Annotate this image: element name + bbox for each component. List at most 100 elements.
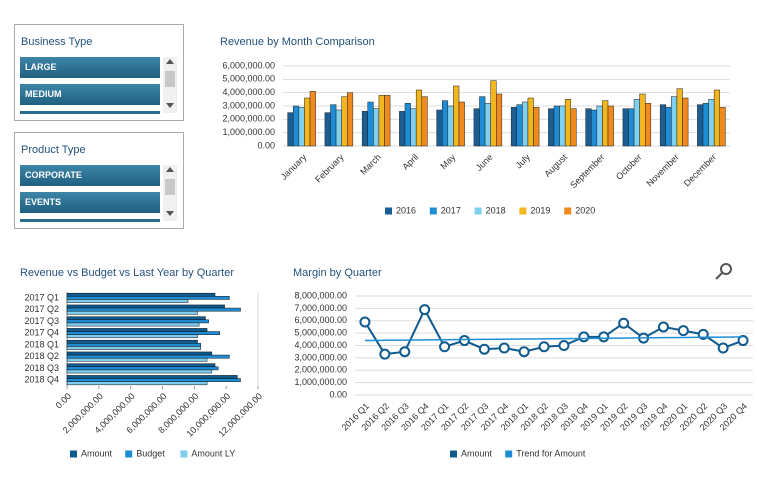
data-point — [419, 304, 431, 316]
bar — [66, 310, 198, 315]
bar — [66, 339, 198, 344]
scrollbar-thumb[interactable] — [165, 71, 175, 87]
data-point — [399, 346, 411, 358]
legend-label: 2016 — [396, 205, 416, 215]
bar — [415, 89, 423, 147]
bar — [292, 105, 300, 147]
x-tick-label: November — [645, 152, 681, 188]
legend-swatch — [70, 450, 77, 458]
bar — [473, 108, 480, 147]
x-tick-label: May — [438, 152, 457, 171]
slicer-item[interactable] — [20, 192, 160, 213]
y-tick-label: 4,000,000.00 — [222, 87, 275, 97]
x-tick-label: June — [474, 152, 495, 173]
slicer-item[interactable] — [20, 84, 160, 105]
bar — [66, 331, 221, 335]
data-point — [618, 317, 630, 329]
bar — [682, 97, 689, 147]
bar — [447, 105, 454, 147]
bar — [622, 108, 629, 147]
bar — [66, 381, 208, 386]
bar — [341, 96, 348, 147]
data-point — [498, 342, 510, 354]
data-point — [379, 348, 391, 360]
y-tick-label: 5,000,000.00 — [222, 74, 275, 84]
bar — [66, 304, 225, 309]
bar — [66, 319, 209, 324]
y-tick-label: 2,000,000.00 — [222, 114, 275, 124]
slicer-title: Product Type — [21, 144, 86, 156]
slicer-item-label: CORPORATE — [25, 170, 82, 180]
scroll-up[interactable] — [166, 167, 174, 172]
slicer-item-label: LARGE — [25, 62, 57, 72]
bar — [421, 96, 428, 147]
bar — [324, 112, 331, 147]
bar — [676, 88, 683, 147]
slicer-item[interactable] — [20, 165, 160, 186]
legend-label: Amount — [461, 448, 493, 458]
bar — [490, 80, 497, 147]
bar — [66, 296, 230, 300]
y-tick-label: 0.00 — [257, 140, 275, 150]
x-tick-label: April — [400, 152, 420, 172]
bar — [298, 107, 305, 147]
legend-swatch — [450, 450, 457, 458]
bar — [708, 99, 715, 147]
data-point — [657, 321, 669, 333]
scroll-up[interactable] — [166, 59, 174, 64]
x-tick-label: January — [279, 152, 309, 182]
bar — [659, 104, 666, 147]
y-tick-label: 7,000,000.00 — [294, 303, 347, 313]
bar — [66, 354, 230, 359]
legend-label: 2019 — [530, 205, 550, 215]
bar — [66, 369, 213, 374]
x-tick-label: July — [514, 152, 533, 171]
bar — [702, 103, 709, 147]
bar — [373, 108, 380, 147]
bar — [66, 316, 206, 321]
scroll-down[interactable] — [166, 211, 174, 216]
bar — [367, 101, 374, 147]
bar — [585, 108, 592, 147]
bar — [304, 97, 311, 147]
legend-label: Amount LY — [191, 448, 235, 458]
x-tick-label: September — [568, 152, 606, 190]
bar — [559, 105, 566, 147]
bar — [719, 107, 726, 147]
bar — [496, 93, 503, 147]
bar — [330, 104, 337, 147]
data-point — [518, 346, 530, 358]
slicer-item-label: MEDIUM — [25, 89, 62, 99]
slicer-title: Business Type — [21, 36, 92, 48]
y-tick-label: 1,000,000.00 — [294, 377, 347, 387]
y-tick-label: 1,000,000.00 — [222, 127, 275, 137]
y-tick-label: 6,000,000.00 — [222, 60, 275, 70]
bar — [602, 100, 609, 147]
bar — [607, 105, 614, 147]
slicer-item[interactable] — [20, 57, 160, 78]
legend-label: 2017 — [441, 205, 461, 215]
bar — [66, 292, 216, 297]
bar — [713, 89, 721, 147]
bar — [671, 96, 678, 147]
y-tick-label: 0.00 — [329, 389, 347, 399]
y-tick-label: 3,000,000.00 — [294, 352, 347, 362]
y-tick-label: 2018 Q2 — [24, 351, 59, 361]
legend-swatch — [519, 207, 527, 215]
data-point — [578, 331, 590, 343]
legend-label: 2020 — [575, 205, 595, 215]
bar — [66, 378, 241, 382]
scrollbar-thumb[interactable] — [165, 179, 175, 195]
zoom-icon[interactable] — [715, 263, 732, 280]
bar — [548, 108, 555, 147]
scroll-down[interactable] — [166, 103, 174, 108]
chart-title: Margin by Quarter — [293, 267, 382, 279]
y-tick-label: 2017 Q3 — [24, 316, 59, 326]
bar — [458, 101, 465, 147]
bar — [66, 334, 198, 339]
bar — [66, 351, 213, 356]
bar — [527, 97, 534, 147]
y-tick-label: 2017 Q2 — [24, 304, 59, 314]
data-point — [717, 342, 729, 354]
legend-swatch — [474, 207, 482, 215]
